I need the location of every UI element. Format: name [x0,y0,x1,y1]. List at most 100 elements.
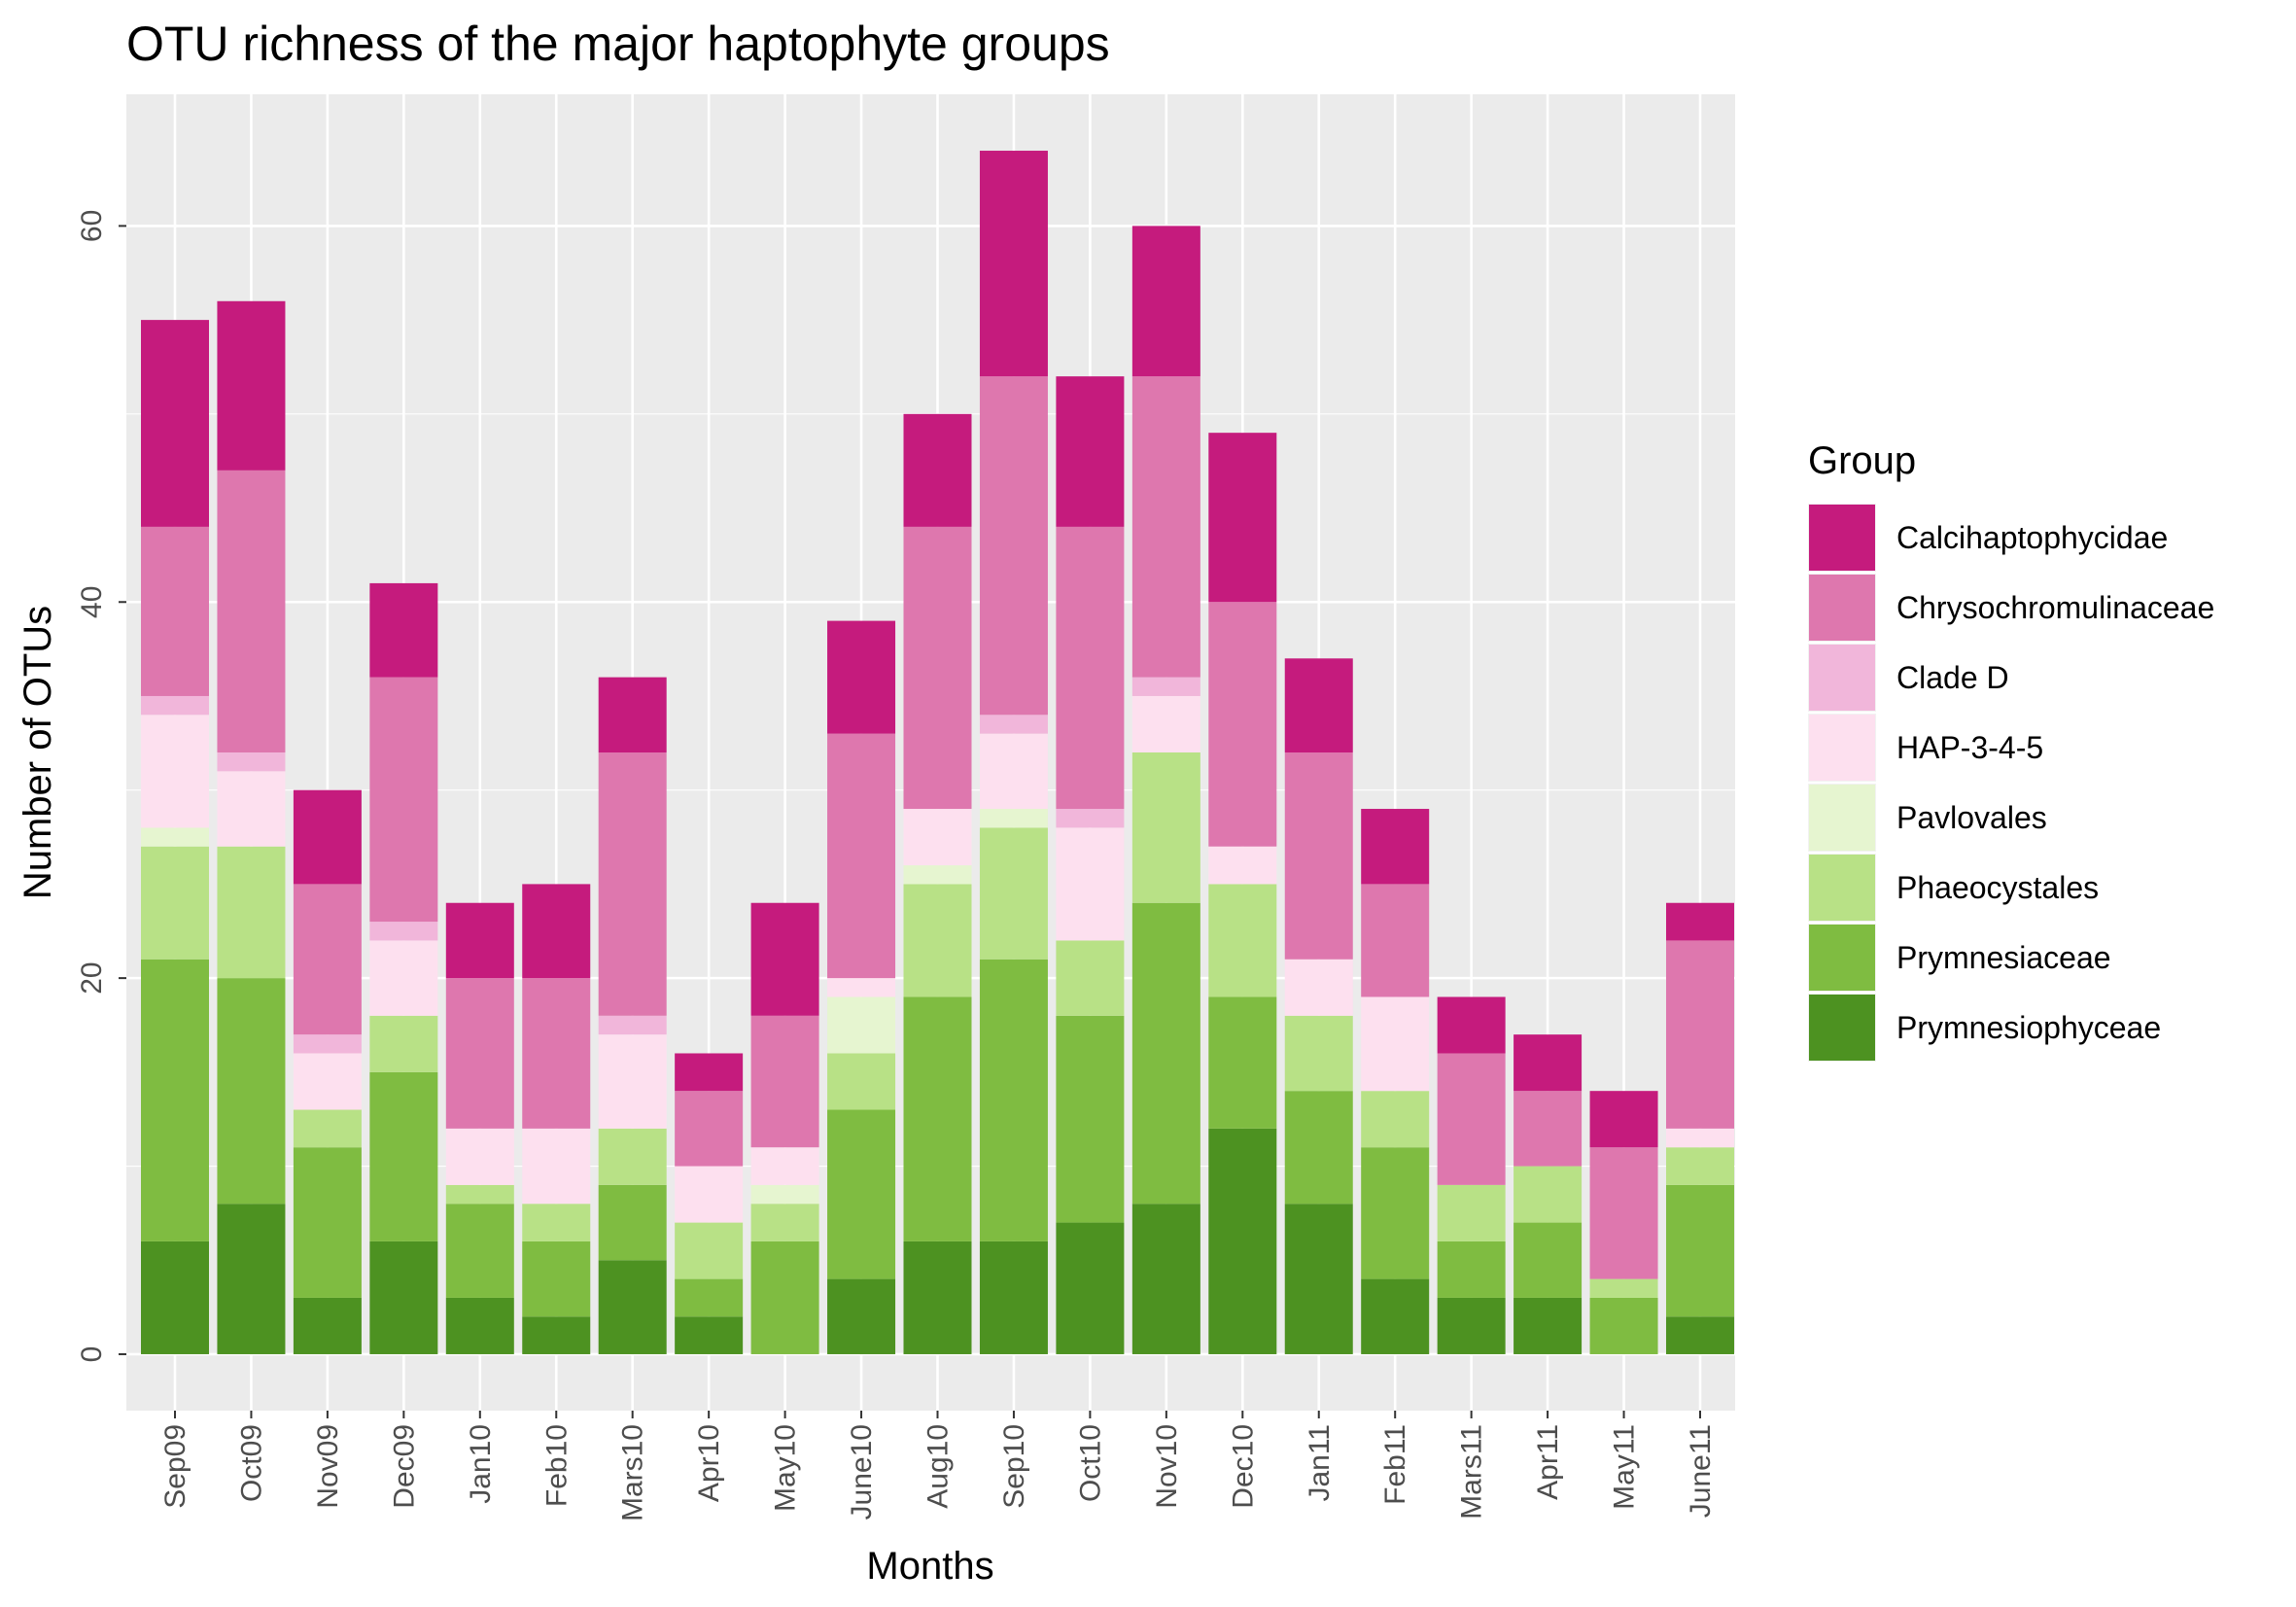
x-tick-label: Dec10 [1227,1424,1259,1509]
x-axis: Sep09 Oct09 Nov09 Dec09 Jan10 Feb10 Mars10 Apr1… [159,1411,1717,1521]
x-tick-label: Oct10 [1074,1424,1106,1502]
x-tick-label: Feb11 [1379,1424,1411,1505]
bar-segment-chrysochromulinaceae-mars10 [598,752,667,1016]
bar-segment-phaeocystales-sep09 [141,846,209,960]
x-tick-label: Oct09 [235,1424,267,1502]
bar-segment-hap-3-4-5-june10 [827,978,896,997]
chart-title: OTU richness of the major haptophyte gro… [126,17,1110,71]
bar-segment-hap-3-4-5-mars10 [598,1034,667,1129]
bar-segment-prymnesiaceae-feb11 [1361,1147,1430,1279]
bar-segment-hap-3-4-5-apr10 [675,1166,744,1223]
bar-segment-chrysochromulinaceae-oct10 [1056,526,1125,810]
x-tick-label: June11 [1685,1424,1717,1518]
bar-segment-calcihaptophycidae-sep09 [141,320,209,527]
bar-segment-chrysochromulinaceae-sep09 [141,526,209,696]
legend-swatch [1809,855,1875,921]
x-tick-label: Jan11 [1304,1424,1336,1502]
x-tick-label: Aug10 [922,1424,955,1509]
bar-segment-chrysochromulinaceae-jan10 [445,978,514,1129]
bar-segment-clade-d-dec09 [369,922,438,941]
bar-segment-prymnesiophyceae-jan11 [1284,1204,1353,1354]
bar-segment-phaeocystales-nov09 [293,1109,362,1148]
bar-segment-phaeocystales-feb11 [1361,1091,1430,1148]
x-tick-label: Nov10 [1151,1424,1183,1509]
bar-segment-prymnesiophyceae-oct09 [217,1204,286,1354]
bar-segment-calcihaptophycidae-jan11 [1284,658,1353,752]
bar-segment-calcihaptophycidae-apr11 [1513,1034,1583,1092]
y-axis: 0 20 40 60 [76,210,126,1363]
bar-segment-phaeocystales-oct10 [1056,940,1125,1016]
bar-segment-calcihaptophycidae-oct09 [217,300,286,471]
bar-segment-hap-3-4-5-jan11 [1284,959,1353,1016]
y-tick-label: 60 [76,210,108,242]
bar-segment-hap-3-4-5-dec10 [1208,846,1277,885]
bar-segment-hap-3-4-5-feb10 [522,1128,591,1205]
bar-segment-phaeocystales-feb10 [522,1204,591,1241]
legend-swatch [1809,645,1875,711]
legend-label: Chrysochromulinaceae [1896,590,2214,625]
bar-segment-hap-3-4-5-nov10 [1131,695,1200,752]
bar-segment-calcihaptophycidae-sep10 [979,151,1048,377]
bar-segment-calcihaptophycidae-oct10 [1056,376,1125,527]
bar-segment-hap-3-4-5-may10 [750,1147,819,1185]
bar-segment-clade-d-sep09 [141,695,209,716]
x-tick-label: Sep10 [998,1424,1030,1509]
bar-segment-calcihaptophycidae-apr10 [675,1053,744,1092]
legend-label: Clade D [1896,660,2009,695]
x-tick-label: May11 [1609,1424,1641,1510]
bar-segment-prymnesiophyceae-mars11 [1437,1297,1506,1354]
legend-label: HAP-3-4-5 [1896,730,2043,765]
x-tick-label: Mars10 [617,1424,649,1521]
bar-segment-chrysochromulinaceae-feb11 [1361,884,1430,997]
bar-segment-calcihaptophycidae-dec09 [369,582,438,678]
bar-segment-phaeocystales-aug10 [903,884,972,997]
bar-segment-hap-3-4-5-oct10 [1056,827,1125,941]
bar-segment-chrysochromulinaceae-june11 [1666,940,1734,1129]
bar-segment-prymnesiaceae-dec09 [369,1071,438,1241]
bar-segment-prymnesiophyceae-oct10 [1056,1222,1125,1354]
bar-segment-hap-3-4-5-feb11 [1361,996,1430,1092]
bar-segment-prymnesiophyceae-mars10 [598,1260,667,1354]
y-tick-label: 0 [76,1346,108,1363]
bar-segment-chrysochromulinaceae-may10 [750,1015,819,1148]
x-tick-label: May10 [770,1424,802,1512]
bar-segment-prymnesiophyceae-sep09 [141,1240,209,1354]
bar-segment-phaeocystales-may10 [750,1204,819,1241]
bar-segment-phaeocystales-mars10 [598,1128,667,1185]
bar-segment-prymnesiophyceae-june11 [1666,1316,1734,1354]
x-tick-label: Sep09 [159,1424,191,1509]
bar-segment-chrysochromulinaceae-apr11 [1513,1091,1583,1167]
legend-label: Prymnesiaceae [1896,940,2111,975]
bar-segment-prymnesiophyceae-dec09 [369,1240,438,1354]
bar-segment-chrysochromulinaceae-june10 [827,733,896,979]
bar-segment-calcihaptophycidae-may11 [1589,1091,1658,1148]
bar-segment-phaeocystales-june11 [1666,1147,1734,1185]
bar-segment-chrysochromulinaceae-jan11 [1284,752,1353,960]
bars [141,151,1734,1354]
bar-segment-pavlovales-sep10 [979,809,1048,828]
legend-swatch [1809,575,1875,641]
bar-segment-phaeocystales-jan11 [1284,1015,1353,1092]
bar-segment-prymnesiaceae-mars10 [598,1184,667,1261]
bar-segment-phaeocystales-apr10 [675,1222,744,1279]
x-tick-label: Nov09 [312,1424,344,1509]
bar-segment-chrysochromulinaceae-feb10 [522,978,591,1129]
bar-segment-prymnesiaceae-jan11 [1284,1091,1353,1205]
bar-segment-prymnesiaceae-apr11 [1513,1222,1583,1298]
bar-segment-prymnesiaceae-aug10 [903,996,972,1241]
bar-segment-chrysochromulinaceae-nov10 [1131,376,1200,678]
bar-segment-phaeocystales-nov10 [1131,752,1200,903]
bar-segment-prymnesiophyceae-feb10 [522,1316,591,1354]
bar-segment-prymnesiophyceae-sep10 [979,1240,1048,1354]
bar-segment-prymnesiaceae-nov10 [1131,902,1200,1205]
y-tick-label: 20 [76,961,108,994]
bar-segment-chrysochromulinaceae-sep10 [979,376,1048,716]
x-tick-label: Dec09 [388,1424,420,1509]
bar-segment-pavlovales-sep09 [141,827,209,847]
legend-title: Group [1808,439,1916,482]
bar-segment-phaeocystales-may11 [1589,1278,1658,1298]
bar-segment-prymnesiaceae-sep10 [979,959,1048,1241]
bar-segment-calcihaptophycidae-dec10 [1208,433,1277,603]
legend-label: Prymnesiophyceae [1896,1010,2161,1045]
x-tick-label: Apr10 [693,1424,725,1502]
